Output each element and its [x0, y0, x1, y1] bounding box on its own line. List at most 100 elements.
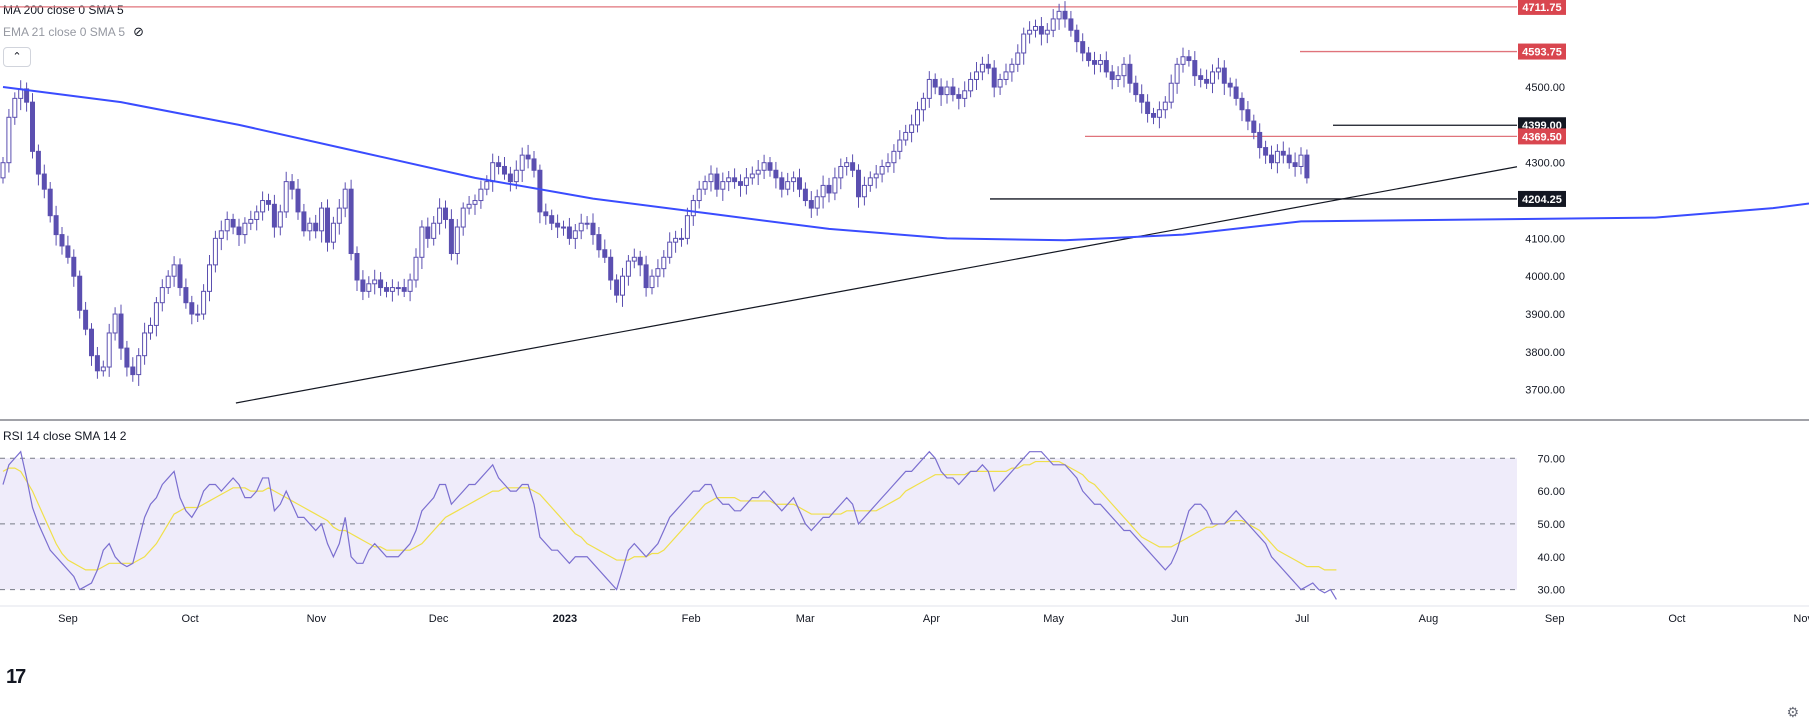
candle	[614, 279, 620, 296]
candle	[372, 279, 378, 285]
candle	[454, 226, 460, 255]
candle	[100, 366, 106, 372]
candle	[148, 324, 153, 334]
candle	[566, 226, 572, 239]
price-tick-label: 4500.00	[1525, 82, 1565, 94]
candle	[59, 234, 65, 247]
candle	[773, 169, 779, 179]
eye-slash-icon[interactable]: ⊘	[133, 24, 144, 39]
gear-icon[interactable]: ⚙	[1786, 704, 1799, 720]
ema-label-text: EMA 21 close 0 SMA 5	[3, 25, 126, 39]
candle	[631, 256, 637, 262]
rsi-indicator-label[interactable]: RSI 14 close SMA 14 2	[3, 429, 126, 443]
candle	[561, 226, 566, 229]
chevron-up-icon: ⌃	[12, 51, 22, 63]
candle	[277, 211, 283, 228]
candle	[513, 169, 519, 183]
candle	[667, 241, 673, 258]
candle	[437, 207, 443, 224]
candle	[696, 188, 702, 202]
trendline	[235, 166, 1518, 404]
candle	[708, 173, 714, 183]
candle	[124, 347, 130, 368]
x-tick-label: May	[1043, 613, 1064, 625]
candle	[1156, 109, 1162, 118]
candle	[0, 162, 6, 179]
ema-indicator-label[interactable]: EMA 21 close 0 SMA 5 ⊘	[3, 24, 144, 40]
candle	[903, 131, 909, 141]
candle	[35, 150, 41, 175]
candle	[684, 215, 690, 239]
candle	[136, 355, 142, 376]
candle	[1233, 86, 1239, 99]
candle	[401, 287, 407, 292]
rsi-tick-label: 70.00	[1537, 453, 1565, 465]
candle	[572, 230, 578, 239]
candle	[1174, 63, 1180, 84]
candle	[738, 181, 743, 186]
candle	[537, 169, 543, 213]
price-tick-label: 3700.00	[1525, 385, 1565, 397]
candle	[850, 162, 856, 171]
candle	[1204, 78, 1210, 84]
price-tick-label: 3900.00	[1525, 309, 1565, 321]
collapse-indicators-button[interactable]: ⌃	[3, 47, 31, 67]
candle	[94, 355, 100, 372]
x-tick-label: Apr	[923, 613, 940, 625]
price-tick-label: 4100.00	[1525, 233, 1565, 245]
x-tick-label: Sep	[58, 613, 78, 625]
candle	[159, 287, 165, 304]
candle	[1109, 71, 1115, 80]
candle	[348, 188, 354, 255]
candle	[1068, 18, 1074, 31]
candle	[714, 173, 720, 190]
candle	[53, 215, 59, 236]
candle	[1227, 82, 1233, 88]
candle	[690, 200, 696, 217]
candle	[590, 222, 596, 236]
candle	[720, 181, 726, 190]
candle	[856, 169, 861, 198]
candle	[814, 196, 820, 209]
price-label-4593.75: 4593.75	[1522, 47, 1562, 59]
candle	[218, 230, 224, 239]
candle	[1215, 67, 1221, 73]
candle	[354, 253, 360, 281]
candle	[944, 86, 950, 96]
candle	[484, 181, 490, 190]
candle	[12, 97, 18, 118]
tradingview-logo-icon[interactable]: 17	[6, 666, 26, 688]
candle	[89, 328, 94, 357]
x-tick-label: Nov	[1793, 613, 1809, 625]
candle	[47, 188, 53, 217]
candle	[413, 256, 419, 281]
rsi-tick-label: 50.00	[1537, 519, 1565, 531]
candle	[1103, 60, 1109, 73]
candle	[212, 237, 218, 266]
candle	[885, 162, 891, 167]
candle	[915, 109, 920, 126]
candle	[1038, 25, 1044, 35]
candle	[189, 302, 195, 315]
candle	[230, 218, 236, 228]
candle	[307, 222, 313, 232]
candle	[1133, 82, 1139, 96]
rsi-band	[0, 458, 1517, 590]
candle	[507, 173, 513, 183]
price-label-4204.25: 4204.25	[1522, 194, 1562, 206]
candle	[330, 222, 336, 243]
candle	[295, 188, 301, 213]
candle	[1192, 60, 1198, 77]
candle	[1304, 154, 1310, 179]
price-label-box	[1518, 43, 1566, 60]
candle	[183, 287, 189, 304]
candle	[1115, 75, 1121, 80]
candle	[1044, 29, 1050, 35]
candle	[991, 67, 997, 88]
candle	[112, 313, 118, 334]
candle	[531, 158, 537, 171]
candle	[826, 184, 832, 194]
x-tick-label: Sep	[1545, 613, 1565, 625]
candle	[1027, 29, 1033, 35]
